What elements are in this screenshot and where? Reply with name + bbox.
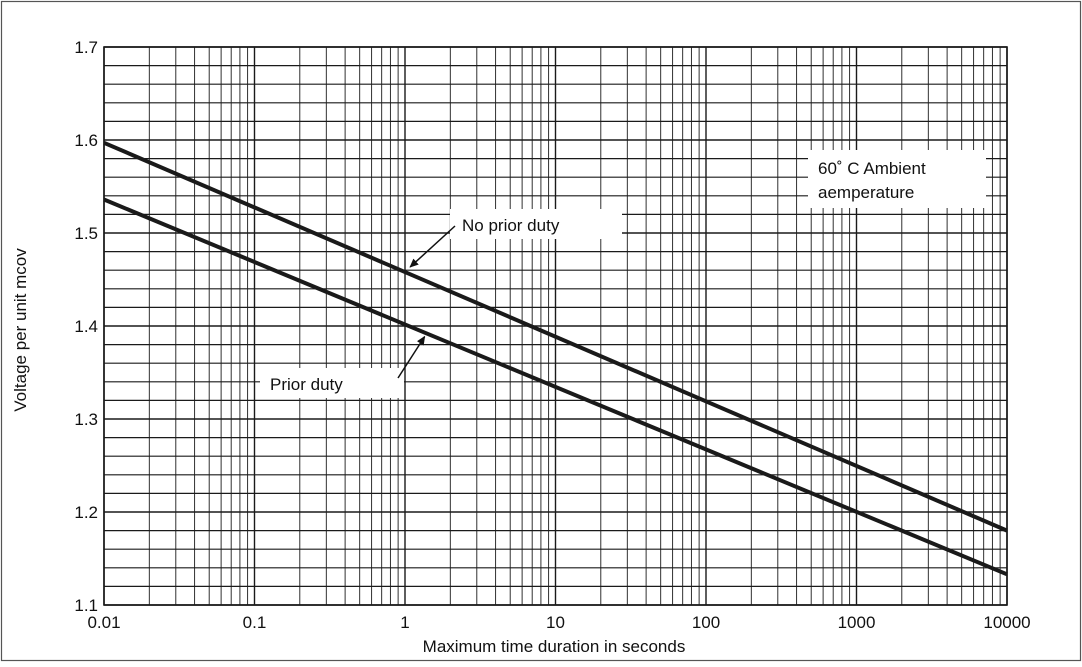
annotations: No prior duty Prior duty 60˚ C Ambient aemp…: [260, 150, 986, 398]
x-tick-label: 1: [400, 613, 409, 632]
annotation-box: [450, 209, 622, 239]
y-tick-label: 1.3: [74, 410, 98, 429]
x-tick-label: 0.01: [87, 613, 120, 632]
tick-labels: 0.01 0.1 1 10 100 1000 10000 1.1 1.2 1.3 1.4 1.5 1.6…: [74, 38, 1030, 632]
y-tick-label: 1.6: [74, 131, 98, 150]
series-lines: [103, 140, 1008, 577]
x-tick-label: 1000: [838, 613, 876, 632]
series-line: [103, 197, 1008, 577]
annotation-label: aemperature: [818, 183, 914, 202]
y-tick-label: 1.2: [74, 503, 98, 522]
grid: [103, 46, 1008, 606]
x-tick-label: 100: [692, 613, 720, 632]
annotation-arrow: [397, 335, 426, 379]
annotation-box: [808, 150, 986, 208]
x-tick-label: 10000: [983, 613, 1030, 632]
annotation-label: Prior duty: [270, 375, 343, 394]
series-line: [103, 140, 1008, 533]
y-tick-label: 1.5: [74, 224, 98, 243]
annotation-label: No prior duty: [462, 216, 560, 235]
y-tick-label: 1.1: [74, 596, 98, 615]
x-tick-label: 10: [546, 613, 565, 632]
plot-area-border: [103, 46, 1008, 606]
y-tick-label: 1.7: [74, 38, 98, 57]
y-axis-label: Voltage per unit mcov: [11, 248, 30, 412]
annotation-box: [260, 368, 404, 398]
x-axis-label: Maximum time duration in seconds: [423, 637, 686, 656]
annotation-arrow: [409, 225, 456, 268]
x-tick-label: 0.1: [243, 613, 267, 632]
y-tick-label: 1.4: [74, 317, 98, 336]
annotation-label: 60˚ C Ambient: [818, 159, 926, 178]
